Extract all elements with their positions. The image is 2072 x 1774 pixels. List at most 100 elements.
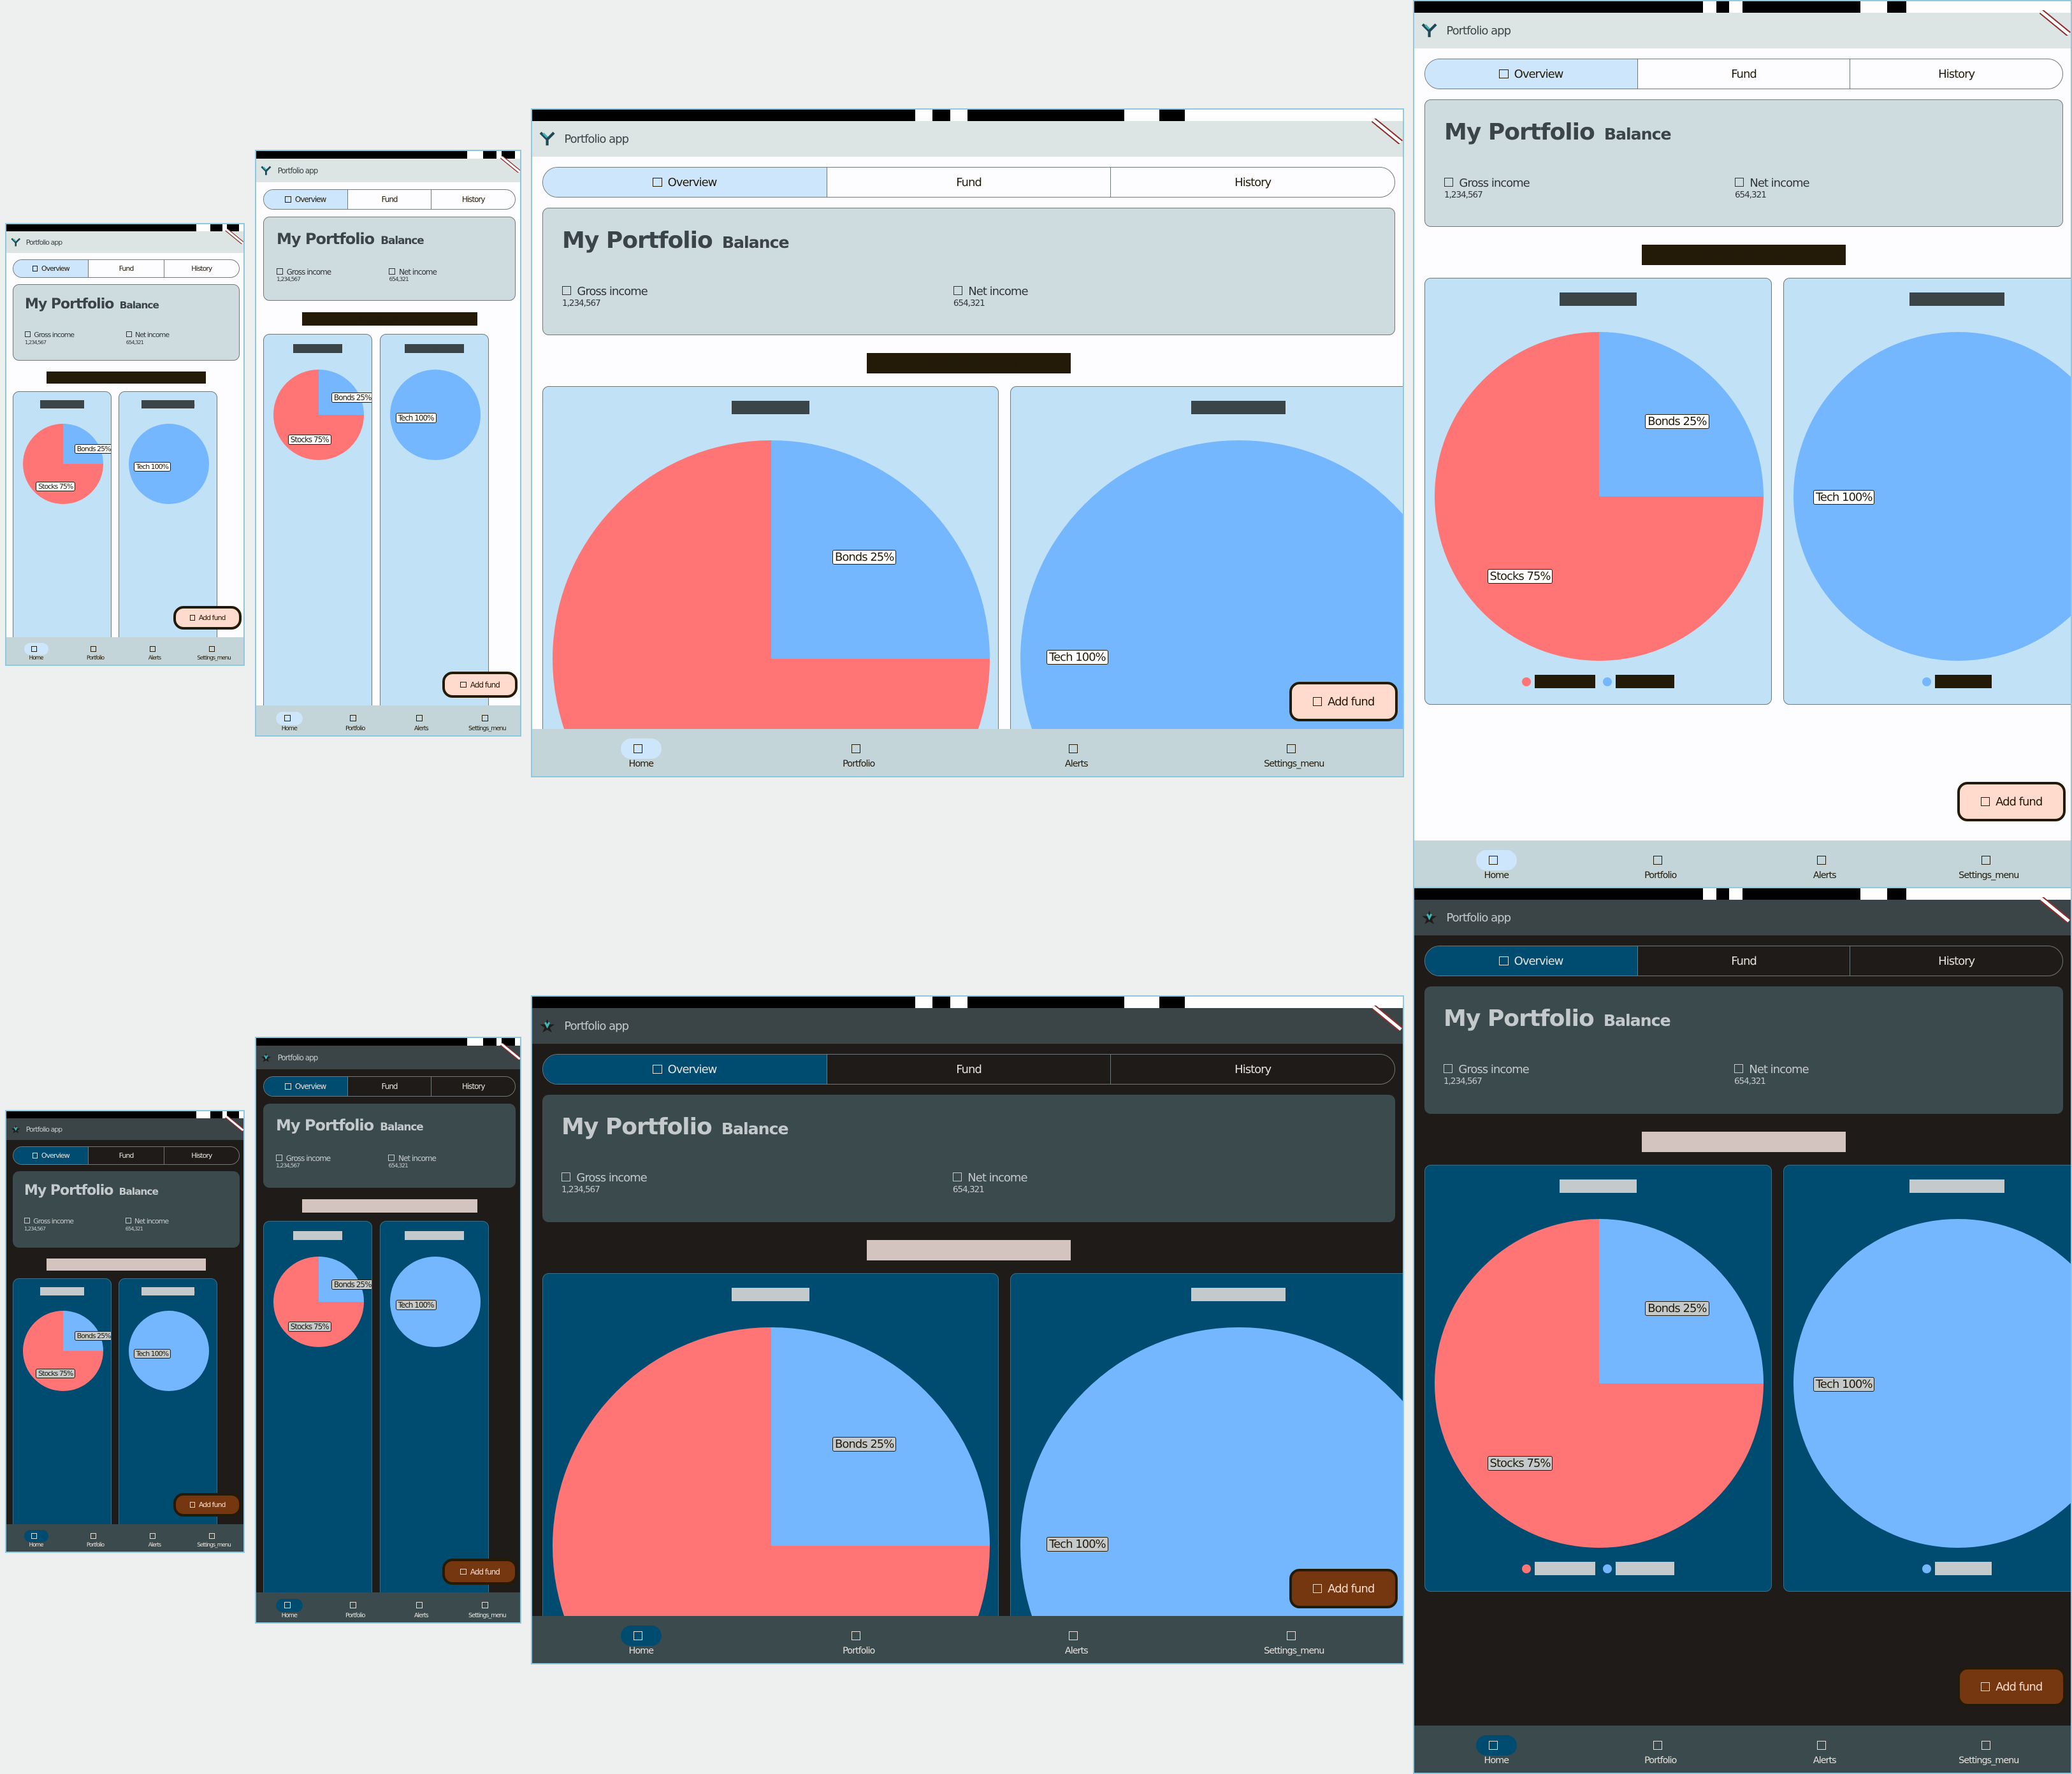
add-fund-button[interactable]: Add fund — [1957, 1667, 2066, 1706]
status-bar-segment — [1716, 888, 1730, 900]
add-fund-button[interactable]: Add fund — [1289, 1569, 1398, 1608]
nav-item-portfolio[interactable]: Portfolio — [750, 1616, 968, 1663]
portfolio-title-sub: Balance — [721, 1120, 789, 1138]
nav-item-settings_menu[interactable]: Settings_menu — [184, 637, 243, 665]
nav-item-alerts[interactable]: Alerts — [388, 1592, 454, 1622]
nav-item-alerts[interactable]: Alerts — [125, 637, 184, 665]
tab-fund[interactable]: Fund — [347, 190, 431, 209]
nav-icon-wrap — [1273, 1626, 1314, 1646]
tab-history[interactable]: History — [163, 260, 239, 277]
square-icon — [1734, 177, 1744, 187]
nav-item-alerts[interactable]: Alerts — [967, 729, 1185, 776]
tab-history[interactable]: History — [1110, 168, 1395, 197]
add-fund-button[interactable]: Add fund — [173, 1493, 242, 1517]
tab-fund[interactable]: Fund — [826, 1055, 1111, 1084]
square-icon — [1653, 1740, 1662, 1750]
nav-item-alerts[interactable]: Alerts — [125, 1524, 184, 1552]
tab-fund[interactable]: Fund — [88, 260, 163, 277]
legend-item: Stocks 75% — [1521, 1562, 1596, 1575]
app-logo-icon — [11, 1125, 20, 1134]
stat-value: 1,234,567 — [276, 1163, 300, 1169]
add-fund-button[interactable]: Add fund — [442, 1559, 518, 1585]
nav-item-portfolio[interactable]: Portfolio — [1579, 840, 1743, 888]
tab-fund[interactable]: Fund — [1637, 59, 1850, 89]
segmented-tabs: Overview Fund History — [542, 1054, 1395, 1085]
tab-overview[interactable]: Overview — [1425, 59, 1637, 89]
pie-label: Stocks 75% — [1487, 568, 1553, 584]
tab-history[interactable]: History — [163, 1147, 239, 1164]
nav-item-home[interactable]: Home — [6, 1524, 66, 1552]
tab-history[interactable]: History — [1850, 946, 2062, 976]
portfolio-title-main: My Portfolio — [1444, 119, 1595, 145]
nav-item-portfolio[interactable]: Portfolio — [66, 637, 125, 665]
app-bar: Portfolio app — [256, 159, 520, 182]
app-window: Portfolio app Overview Fund History My Portf… — [255, 150, 521, 737]
nav-item-portfolio[interactable]: Portfolio — [322, 1592, 389, 1622]
tab-label: Fund — [956, 175, 982, 189]
tab-history[interactable]: History — [1110, 1055, 1395, 1084]
debug-ribbon-icon — [2032, 9, 2071, 37]
tab-overview[interactable]: Overview — [543, 1055, 827, 1084]
tab-label: History — [191, 264, 212, 273]
portfolio-title: My Portfolio Balance — [561, 1114, 789, 1140]
tab-overview[interactable]: Overview — [1425, 946, 1637, 976]
square-icon — [1980, 1682, 1990, 1692]
tab-overview[interactable]: Overview — [13, 1147, 89, 1164]
tab-history[interactable]: History — [431, 1077, 515, 1096]
nav-item-home[interactable]: Home — [1414, 840, 1579, 888]
tab-fund[interactable]: Fund — [88, 1147, 163, 1164]
nav-item-portfolio[interactable]: Portfolio — [322, 705, 389, 735]
tab-history[interactable]: History — [431, 190, 515, 209]
tab-overview[interactable]: Overview — [264, 190, 347, 209]
tab-overview[interactable]: Overview — [264, 1077, 347, 1096]
tab-fund[interactable]: Fund — [826, 168, 1111, 197]
nav-item-home[interactable]: Home — [532, 1616, 750, 1663]
nav-item-home[interactable]: Home — [532, 729, 750, 776]
tab-fund[interactable]: Fund — [1637, 946, 1850, 976]
add-fund-button[interactable]: Add fund — [1289, 682, 1398, 721]
square-icon — [482, 1602, 489, 1608]
add-fund-button[interactable]: Add fund — [173, 606, 242, 630]
nav-item-portfolio[interactable]: Portfolio — [66, 1524, 125, 1552]
nav-item-settings_menu[interactable]: Settings_menu — [454, 705, 521, 735]
square-icon — [32, 1153, 38, 1158]
nav-item-alerts[interactable]: Alerts — [1742, 1726, 1907, 1773]
nav-item-settings_menu[interactable]: Settings_menu — [184, 1524, 243, 1552]
stat-value: 1,234,567 — [25, 339, 47, 345]
nav-item-portfolio[interactable]: Portfolio — [750, 729, 968, 776]
nav-item-home[interactable]: Home — [6, 637, 66, 665]
chart-legend: Tech 100% — [1784, 1562, 2071, 1576]
nav-item-home[interactable]: Home — [1414, 1726, 1579, 1773]
nav-item-settings_menu[interactable]: Settings_menu — [1907, 840, 2071, 888]
nav-item-settings_menu[interactable]: Settings_menu — [1185, 729, 1403, 776]
tab-history[interactable]: History — [1850, 59, 2062, 89]
add-fund-button[interactable]: Add fund — [442, 672, 518, 698]
debug-ribbon-icon — [495, 1042, 520, 1061]
tab-label: Overview — [294, 195, 326, 204]
add-fund-button[interactable]: Add fund — [1957, 782, 2066, 821]
app-bar: Portfolio app — [6, 1118, 243, 1140]
square-icon — [276, 1155, 282, 1161]
nav-item-alerts[interactable]: Alerts — [1742, 840, 1907, 888]
pie-label: Tech 100% — [395, 413, 437, 424]
nav-item-settings_menu[interactable]: Settings_menu — [1907, 1726, 2071, 1773]
tab-fund[interactable]: Fund — [347, 1077, 431, 1096]
nav-item-home[interactable]: Home — [256, 705, 322, 735]
tab-label: Fund — [381, 1082, 398, 1091]
tab-label: History — [1938, 954, 1975, 968]
tab-label: History — [191, 1151, 212, 1160]
nav-item-settings_menu[interactable]: Settings_menu — [1185, 1616, 1403, 1663]
nav-item-alerts[interactable]: Alerts — [967, 1616, 1185, 1663]
portfolio-title: My Portfolio Balance — [24, 1183, 159, 1199]
tab-label: Overview — [1514, 954, 1564, 968]
nav-item-portfolio[interactable]: Portfolio — [1579, 1726, 1743, 1773]
tab-label: Fund — [1731, 67, 1757, 81]
square-icon — [1981, 1740, 1990, 1750]
nav-item-home[interactable]: Home — [256, 1592, 322, 1622]
portfolio-title-main: My Portfolio — [25, 296, 114, 312]
tab-overview[interactable]: Overview — [13, 260, 89, 277]
nav-item-settings_menu[interactable]: Settings_menu — [454, 1592, 521, 1622]
nav-item-alerts[interactable]: Alerts — [388, 705, 454, 735]
nav-label: Home — [281, 725, 298, 732]
tab-overview[interactable]: Overview — [543, 168, 827, 197]
